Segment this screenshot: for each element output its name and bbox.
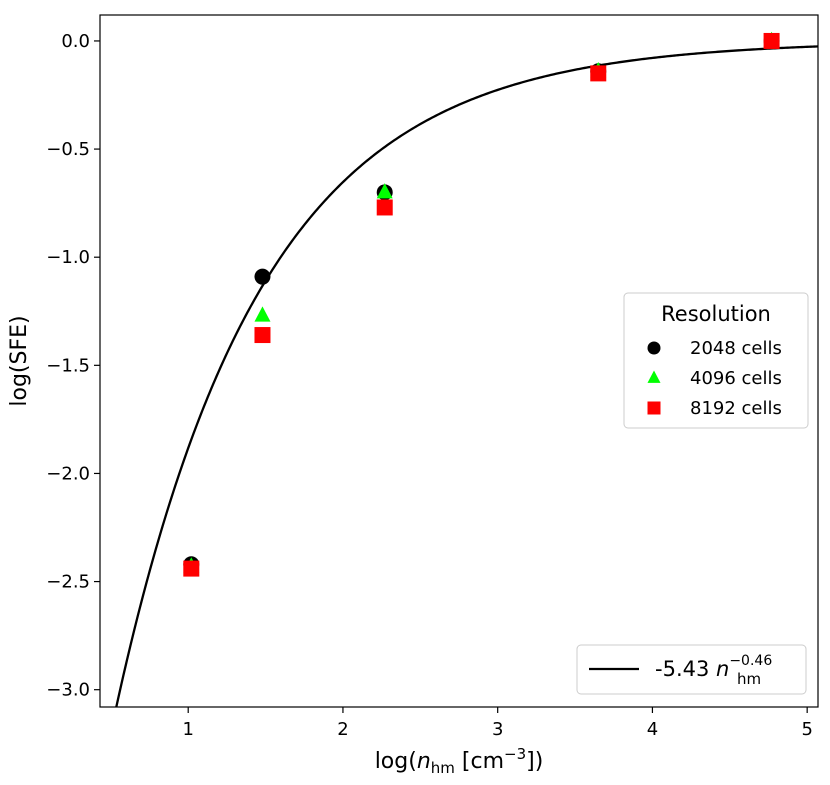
x-tick-label: 1 [182, 719, 193, 740]
y-tick-label: −3.0 [46, 680, 90, 701]
x-label-suffix: ]) [526, 749, 543, 774]
data-point [183, 560, 200, 577]
legend-marker [647, 341, 661, 355]
data-point [376, 199, 393, 216]
legend-title: Resolution [661, 302, 771, 326]
legend-label: 8192 cells [690, 398, 782, 419]
y-tick-label: −1.5 [46, 355, 90, 376]
axes: 1 2 3 4 5 0.0 −0.5 −1.0 −1.5 −2.0 −2.5 −3.0 log(nhm … [7, 14, 819, 777]
y-tick-label: −2.5 [46, 572, 90, 593]
y-axis-label: log(SFE) [7, 315, 32, 406]
data-point [376, 183, 393, 199]
data-point [254, 327, 271, 344]
fit-var: n [716, 657, 729, 681]
legend-label: 2048 cells [690, 338, 782, 359]
series-8192-cells [183, 32, 780, 577]
fit-coef: -5.43 [655, 657, 716, 681]
legend-box [623, 292, 809, 429]
fit-legend-label: -5.43 n−0.46 [655, 653, 772, 681]
x-label-sup: −3 [504, 745, 526, 763]
plot-area [115, 31, 818, 707]
x-label-mid: [cm [455, 749, 504, 774]
x-tick-label: 2 [337, 719, 348, 740]
y-tick-label: −1.0 [46, 247, 90, 268]
x-tick-label: 5 [801, 719, 812, 740]
fit-curve [115, 45, 818, 707]
x-label-sub: hm [431, 759, 455, 777]
legend-marker [647, 370, 661, 383]
fit-legend-sub: hm [737, 670, 761, 688]
legend-label: 4096 cells [690, 368, 782, 389]
fit-exp: −0.46 [729, 653, 772, 669]
axes-frame [99, 14, 819, 708]
x-tick-label: 4 [647, 719, 658, 740]
data-point [254, 268, 271, 285]
y-tick-label: −2.0 [46, 463, 90, 484]
x-axis-label: log(nhm [cm−3]) [375, 745, 544, 777]
legend: Resolution 2048 cells 4096 cells 8192 cells… [576, 292, 809, 695]
y-tick-label: −0.5 [46, 139, 90, 160]
fit-legend-box [576, 644, 807, 695]
y-tick-label: 0.0 [61, 31, 90, 52]
x-label-var: n [417, 749, 431, 774]
data-point [254, 306, 271, 322]
x-label-prefix: log( [375, 749, 417, 774]
data-point [590, 65, 607, 82]
data-point [763, 32, 780, 49]
legend-marker [647, 401, 661, 415]
x-tick-label: 3 [492, 719, 503, 740]
